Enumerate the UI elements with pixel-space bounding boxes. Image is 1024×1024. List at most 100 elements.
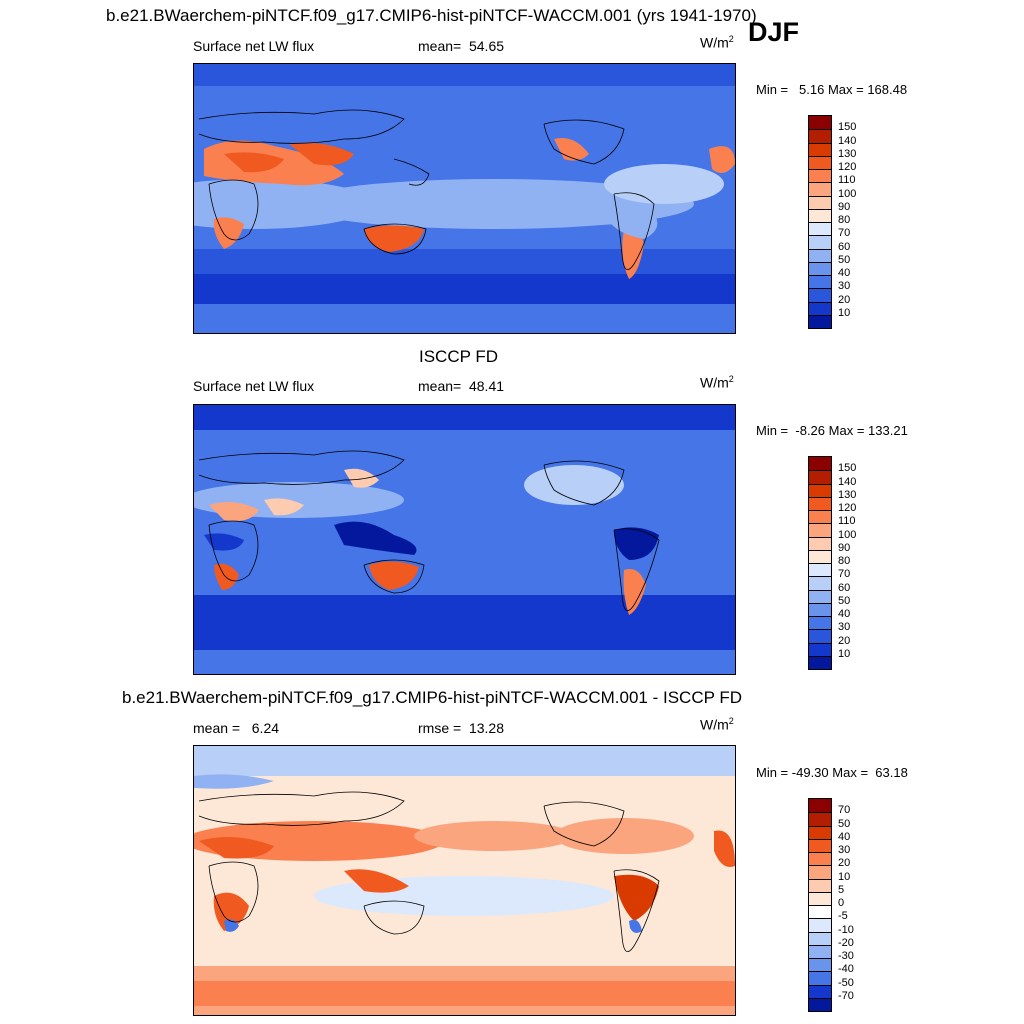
panel3-minmax: Min = -49.30 Max = 63.18 (756, 765, 908, 780)
colorbar-swatch (809, 314, 831, 328)
panel2-unit: W/m2 (700, 374, 734, 391)
colorbar-tick-label: -70 (838, 989, 854, 1002)
colorbar-tick-label: 80 (838, 214, 851, 226)
panel3-unit: W/m2 (700, 716, 734, 733)
panel1-variable: Surface net LW flux (193, 38, 315, 54)
colorbar-tick-label: 90 (838, 200, 851, 213)
colorbar-swatch (809, 208, 831, 222)
colorbar-swatch (809, 642, 831, 656)
colorbar-swatch (809, 222, 831, 236)
colorbar-swatch (809, 655, 831, 669)
colorbar-tick-label: 60 (838, 581, 851, 594)
colorbar-swatch (809, 891, 831, 905)
panel3-map (193, 745, 736, 1016)
panel3-title: b.e21.BWaerchem-piNTCF.f09_g17.CMIP6-his… (122, 688, 743, 707)
colorbar-tick-label: 40 (838, 267, 851, 279)
colorbar-swatch (809, 248, 831, 262)
colorbar-tick-label: 80 (838, 555, 851, 567)
colorbar-swatch (809, 261, 831, 275)
colorbar-tick-label: -5 (838, 910, 848, 923)
colorbar-tick-label: 60 (838, 240, 851, 253)
colorbar-tick-label: 110 (838, 515, 856, 528)
colorbar-tick-label: 90 (838, 541, 851, 554)
colorbar-tick-label: 130 (838, 147, 857, 160)
colorbar-tick-label: 30 (838, 621, 851, 634)
colorbar-tick-label: 70 (838, 804, 851, 817)
panel2-colorbar (808, 456, 832, 670)
colorbar-swatch (809, 116, 831, 130)
colorbar-swatch (809, 616, 831, 630)
colorbar-swatch (809, 589, 831, 603)
panel1-unit: W/m2 (700, 34, 734, 51)
colorbar-swatch (809, 288, 831, 302)
colorbar-swatch (809, 878, 831, 892)
colorbar-tick-label: 70 (838, 227, 851, 240)
colorbar-swatch (809, 997, 831, 1011)
panel3-rmse: rmse = 13.28 (418, 720, 505, 736)
colorbar-swatch (809, 510, 831, 524)
panel3-mean: mean = 6.24 (193, 720, 280, 736)
colorbar-tick-label: 70 (838, 568, 851, 581)
colorbar-swatch (809, 931, 831, 945)
colorbar-tick-label: -20 (838, 936, 854, 949)
colorbar-tick-label: 120 (838, 161, 857, 173)
colorbar-swatch (809, 576, 831, 590)
colorbar-swatch (809, 496, 831, 510)
panel2-minmax: Min = -8.26 Max = 133.21 (756, 423, 908, 438)
colorbar-swatch (809, 984, 831, 998)
colorbar-swatch (809, 905, 831, 919)
colorbar-tick-label: 10 (838, 870, 851, 883)
colorbar-tick-label: 50 (838, 594, 851, 607)
colorbar-swatch (809, 812, 831, 826)
colorbar-tick-label: 30 (838, 844, 851, 856)
colorbar-swatch (809, 195, 831, 209)
colorbar-tick-label: 100 (838, 528, 857, 541)
panel3-colorbar (808, 798, 832, 1012)
panel2-title: ISCCP FD (419, 347, 499, 366)
colorbar-tick-label: 40 (838, 830, 851, 843)
colorbar-tick-label: -50 (838, 976, 854, 989)
colorbar-swatch (809, 944, 831, 958)
colorbar-swatch (809, 470, 831, 484)
colorbar-swatch (809, 918, 831, 932)
colorbar-swatch (809, 602, 831, 616)
colorbar-tick-label: 20 (838, 857, 851, 870)
season-label: DJF (748, 17, 800, 47)
colorbar-tick-label: 150 (838, 121, 857, 134)
colorbar-swatch (809, 301, 831, 315)
colorbar-tick-label: -30 (838, 950, 854, 962)
colorbar-tick-label: 50 (838, 817, 851, 830)
panel1-minmax: Min = 5.16 Max = 168.48 (756, 82, 908, 97)
colorbar-swatch (809, 275, 831, 289)
colorbar-tick-label: -40 (838, 963, 854, 976)
colorbar-tick-label: -10 (838, 923, 854, 936)
colorbar-tick-label: 140 (838, 475, 857, 488)
colorbar-swatch (809, 182, 831, 196)
colorbar-swatch (809, 155, 831, 169)
colorbar-tick-label: 20 (838, 293, 851, 306)
colorbar-tick-label: 5 (838, 883, 845, 896)
panel2-mean: mean= 48.41 (418, 378, 505, 394)
panel1-colorbar (808, 115, 832, 329)
panel1-map (193, 63, 736, 334)
colorbar-swatch (809, 799, 831, 813)
colorbar-tick-label: 50 (838, 253, 851, 266)
colorbar-swatch (809, 169, 831, 183)
panel2-map (193, 404, 736, 675)
panel1-mean: mean= 54.65 (418, 38, 505, 54)
colorbar-tick-label: 150 (838, 462, 857, 475)
colorbar-swatch (809, 971, 831, 985)
colorbar-swatch (809, 865, 831, 879)
colorbar-tick-label: 0 (838, 897, 845, 909)
colorbar-swatch (809, 235, 831, 249)
colorbar-tick-label: 10 (838, 306, 851, 319)
colorbar-swatch (809, 825, 831, 839)
colorbar-tick-label: 100 (838, 187, 857, 200)
colorbar-swatch (809, 142, 831, 156)
colorbar-tick-label: 140 (838, 134, 857, 147)
colorbar-tick-label: 30 (838, 280, 851, 293)
colorbar-tick-label: 40 (838, 608, 851, 620)
colorbar-swatch (809, 852, 831, 866)
colorbar-swatch (809, 549, 831, 563)
colorbar-swatch (809, 523, 831, 537)
